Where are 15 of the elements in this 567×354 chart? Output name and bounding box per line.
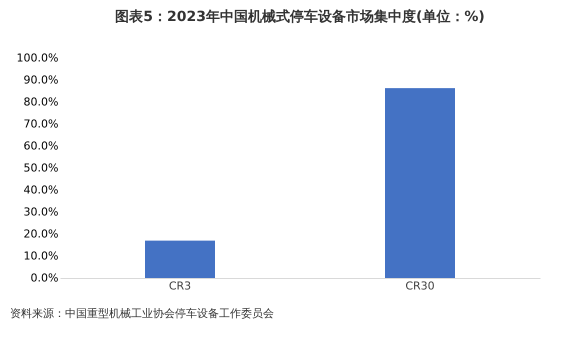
y-tick-label: 90.0% — [24, 74, 58, 86]
y-tick-label: 50.0% — [24, 162, 58, 174]
y-tick-label: 100.0% — [16, 52, 58, 64]
y-tick-label: 0.0% — [30, 272, 58, 284]
y-tick-label: 30.0% — [24, 206, 58, 218]
y-tick-label: 60.0% — [24, 140, 58, 152]
y-tick-label: 20.0% — [24, 228, 58, 240]
y-tick-label: 10.0% — [24, 250, 58, 262]
text: 资料来源：中国重型机械工业协会停车设备工作委员会 — [10, 307, 274, 320]
y-tick-label: 70.0% — [24, 118, 58, 130]
y-tick-label: 40.0% — [24, 184, 58, 196]
chart-title: 图表5：2023年中国机械式停车设备市场集中度(单位：%) — [115, 8, 485, 25]
y-tick-label: 80.0% — [24, 96, 58, 108]
x-tick-label: CR30 — [405, 280, 435, 292]
x-tick-label: CR3 — [168, 280, 192, 292]
